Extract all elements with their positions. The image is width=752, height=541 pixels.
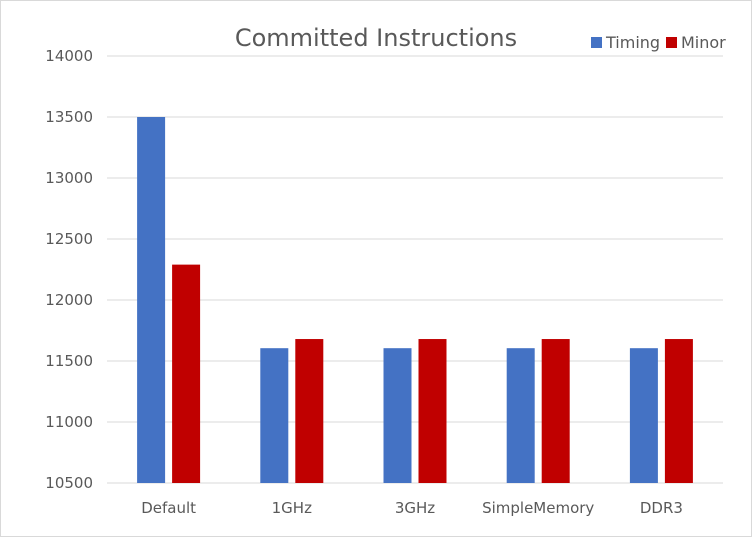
bar-minor-simplememory	[541, 339, 570, 483]
gridlines	[107, 55, 723, 484]
y-tick-label: 13500	[45, 108, 93, 126]
x-category-label: 1GHz	[272, 499, 312, 517]
y-tick-label: 11500	[45, 352, 93, 370]
y-tick-label: 14000	[45, 47, 93, 65]
y-axis-tick-labels: 10500 11000 11500 12000 12500 13000 13500 14000	[45, 47, 93, 492]
bar-minor-ddr3	[664, 339, 693, 483]
y-tick-label: 10500	[45, 474, 93, 492]
legend-swatch-timing	[591, 37, 602, 48]
bar-minor-3ghz	[418, 339, 447, 483]
bar-timing-3ghz	[383, 348, 412, 483]
legend-swatch-minor	[666, 37, 677, 48]
bars	[137, 117, 693, 483]
bar-minor-1ghz	[295, 339, 324, 483]
y-tick-label: 12000	[45, 291, 93, 309]
bar-minor-default	[172, 264, 201, 483]
bar-timing-default	[137, 117, 166, 483]
x-category-label: DDR3	[640, 499, 683, 517]
chart-title: Committed Instructions	[235, 24, 517, 52]
bar-timing-simplememory	[506, 348, 535, 483]
y-tick-label: 13000	[45, 169, 93, 187]
x-category-label: 3GHz	[395, 499, 435, 517]
y-tick-label: 11000	[45, 413, 93, 431]
legend-label-timing: Timing	[605, 33, 660, 52]
legend: Timing Minor	[591, 33, 726, 52]
legend-label-minor: Minor	[681, 33, 726, 52]
x-axis-category-labels: Default 1GHz 3GHz SimpleMemory DDR3	[141, 499, 683, 517]
x-category-label: Default	[141, 499, 196, 517]
bar-timing-1ghz	[260, 348, 289, 483]
x-category-label: SimpleMemory	[482, 499, 594, 517]
y-tick-label: 12500	[45, 230, 93, 248]
bar-timing-ddr3	[629, 348, 658, 483]
